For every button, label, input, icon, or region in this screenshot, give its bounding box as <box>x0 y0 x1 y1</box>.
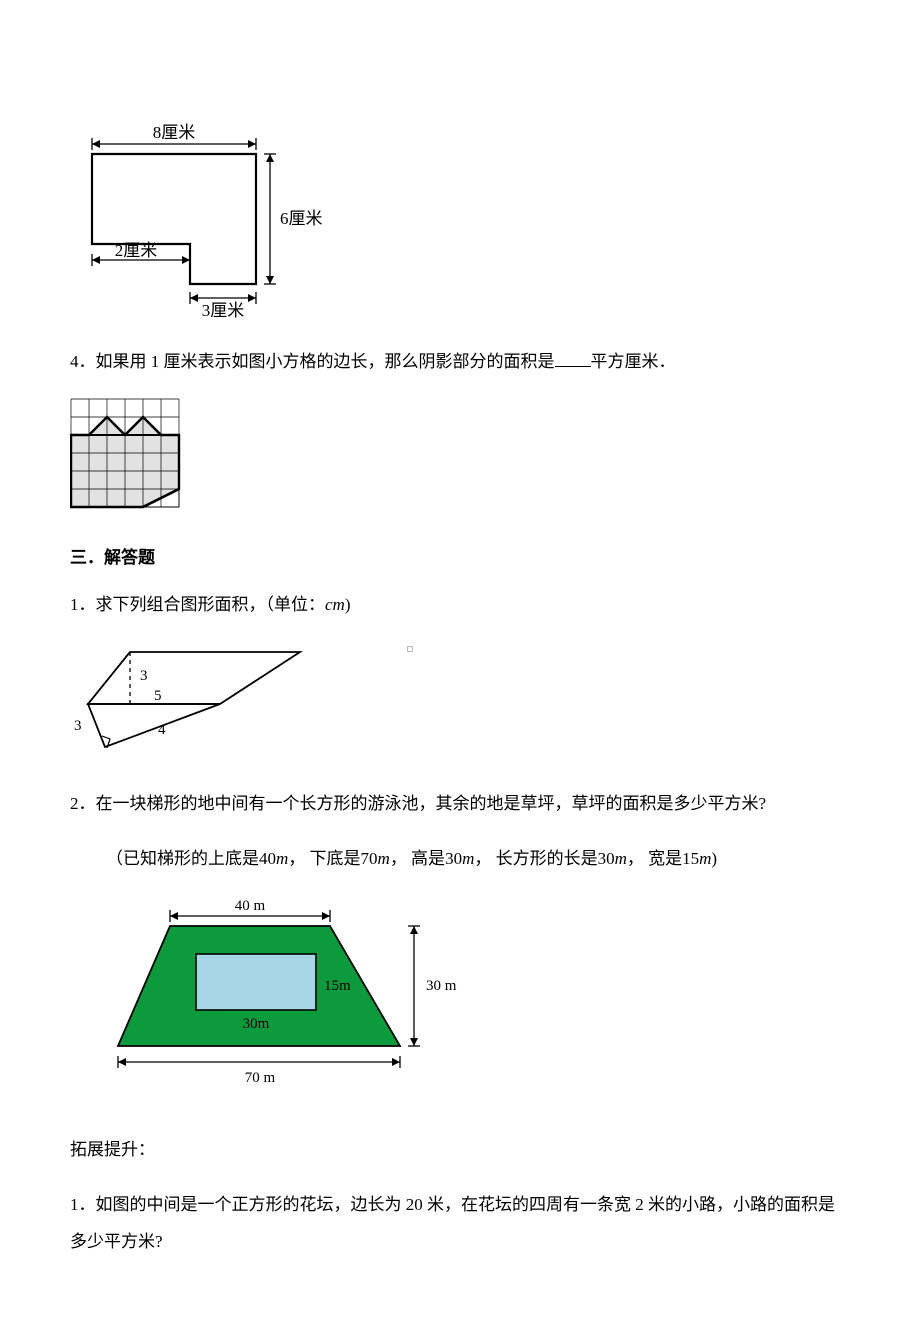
label-mid5: 5 <box>154 688 162 704</box>
s3q2-line2: （已知梯形的上底是40m， 下底是70m， 高是30m， 长方形的长是30m， … <box>70 840 850 877</box>
u5: m <box>699 849 711 868</box>
u1: m <box>276 849 288 868</box>
label-left3: 3 <box>74 718 82 734</box>
label-pool15: 15m <box>324 978 351 994</box>
label-3cm: 3厘米 <box>202 301 245 320</box>
page: 8厘米 6厘米 2厘米 3厘米 4．如 <box>0 0 920 1339</box>
label-pool30: 30m <box>243 1016 270 1032</box>
label-top40: 40 m <box>235 898 266 914</box>
s3q2-b: ， 下底是 <box>288 849 360 868</box>
lshape-svg: 8厘米 6厘米 2厘米 3厘米 <box>70 120 350 320</box>
composite-svg: 3 5 3 4 <box>70 642 330 762</box>
s3q2-c: ， 高是 <box>390 849 445 868</box>
s3q1-before: 1．求下列组合图形面积，（单位： <box>70 595 325 614</box>
extension-q1: 1．如图的中间是一个正方形的花坛，边长为 20 米，在花坛的四周有一条宽 2 米… <box>70 1186 850 1261</box>
q4-text: 4．如果用 1 厘米表示如图小方格的边长，那么阴影部分的面积是 平方厘米． <box>70 343 850 380</box>
v3: 30 <box>445 849 462 868</box>
v4: 30 <box>598 849 615 868</box>
s3q2-e: ， 宽是 <box>627 849 682 868</box>
u3: m <box>462 849 474 868</box>
v5: 15 <box>682 849 699 868</box>
figure-q4 <box>70 398 850 521</box>
s3q2-f: ) <box>711 849 717 868</box>
section3-heading: 三．解答题 <box>70 543 850 568</box>
q4-after: 平方厘米． <box>591 352 676 371</box>
figure-s3q2: 40 m 15m 30m 30 m 70 m <box>100 896 850 1101</box>
grid-svg <box>70 398 190 516</box>
s3q2-a: （已知梯形的上底是 <box>106 849 259 868</box>
label-6cm: 6厘米 <box>280 209 323 228</box>
v1: 40 <box>259 849 276 868</box>
extension-heading: 拓展提升： <box>70 1131 850 1168</box>
u4: m <box>615 849 627 868</box>
v2: 70 <box>361 849 378 868</box>
s3q1-text: 1．求下列组合图形面积，（单位：cm) <box>70 586 850 623</box>
trapezoid-svg: 40 m 15m 30m 30 m 70 m <box>100 896 480 1096</box>
figure-s3q1: 3 5 3 4 <box>70 642 850 767</box>
stray-marker <box>407 646 413 652</box>
label-bottom4: 4 <box>158 722 166 738</box>
s3q2-d: ， 长方形的长是 <box>474 849 597 868</box>
s3q1-after: ) <box>345 595 351 614</box>
u2: m <box>378 849 390 868</box>
figure-q3: 8厘米 6厘米 2厘米 3厘米 <box>70 120 850 325</box>
label-height30: 30 m <box>426 978 457 994</box>
q4-blank <box>555 366 591 367</box>
s3q2-line1: 2．在一块梯形的地中间有一个长方形的游泳池，其余的地是草坪，草坪的面积是多少平方… <box>70 785 850 822</box>
label-top3: 3 <box>140 668 148 684</box>
label-8cm: 8厘米 <box>153 123 196 142</box>
q4-before: 4．如果用 1 厘米表示如图小方格的边长，那么阴影部分的面积是 <box>70 352 555 371</box>
s3q1-unit: cm <box>325 595 345 614</box>
label-2cm: 2厘米 <box>115 241 158 260</box>
label-bottom70: 70 m <box>245 1070 276 1086</box>
